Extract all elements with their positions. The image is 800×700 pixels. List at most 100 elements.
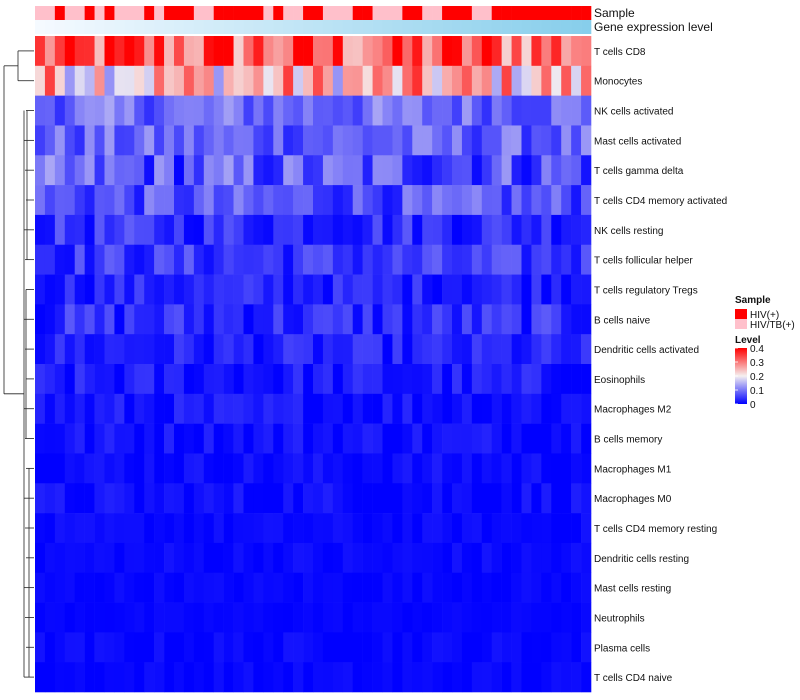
heatmap-cell — [581, 602, 592, 633]
heatmap-cell — [144, 36, 155, 67]
heatmap-cell — [74, 65, 85, 96]
heatmap-cell — [54, 662, 66, 693]
heatmap-cell — [571, 393, 582, 424]
heatmap-cell — [571, 483, 582, 514]
heatmap-cell — [372, 453, 383, 484]
heatmap-cell — [313, 423, 324, 454]
heatmap-cell — [144, 572, 155, 603]
heatmap-cell — [452, 513, 463, 544]
heatmap-cell — [471, 602, 483, 633]
sample-cell — [84, 6, 95, 20]
heatmap-cell — [263, 662, 274, 693]
heatmap-cell — [452, 304, 463, 335]
heatmap-cell — [561, 65, 572, 96]
heatmap-cell — [263, 364, 274, 395]
sample-cell — [203, 6, 215, 20]
heatmap-cell — [243, 364, 254, 395]
heatmap-cell — [193, 95, 205, 126]
heatmap-cell — [303, 155, 314, 186]
heatmap-cell — [372, 364, 383, 395]
heatmap-cell — [382, 632, 393, 663]
heatmap-cell — [154, 572, 165, 603]
heatmap-cell — [124, 483, 135, 514]
sample-cell — [501, 6, 512, 20]
heatmap-cell — [491, 155, 502, 186]
heatmap-cell — [382, 36, 393, 67]
heatmap-cell — [104, 364, 115, 395]
heatmap-cell — [442, 542, 453, 574]
gene-level-cell — [521, 20, 532, 34]
heatmap-cell — [104, 125, 115, 156]
heatmap-cell — [164, 95, 175, 126]
heatmap-cell — [283, 662, 294, 693]
heatmap-cell — [432, 453, 443, 484]
heatmap-cell — [154, 95, 165, 126]
heatmap-cell — [521, 364, 532, 395]
heatmap-cell — [54, 602, 66, 633]
heatmap-cell — [432, 393, 443, 424]
heatmap-cell — [213, 453, 224, 484]
heatmap-cell — [531, 214, 542, 246]
heatmap-cell — [471, 95, 483, 126]
heatmap-cell — [84, 155, 95, 186]
sample-cell — [322, 6, 334, 20]
heatmap-cell — [144, 393, 155, 424]
heatmap-cell — [313, 36, 324, 67]
heatmap-cell — [203, 244, 215, 275]
sample-cell — [442, 6, 453, 20]
gene-level-cell — [342, 20, 354, 34]
heatmap-cell — [283, 542, 294, 574]
heatmap-cell — [501, 662, 512, 693]
heatmap-cell — [243, 155, 254, 186]
sample-cell — [164, 6, 175, 20]
heatmap-cell — [243, 304, 254, 335]
heatmap-cell — [213, 155, 224, 186]
heatmap-cell — [471, 393, 483, 424]
heatmap-cell — [233, 423, 244, 454]
heatmap-cell — [392, 364, 403, 395]
heatmap-cell — [392, 572, 403, 603]
heatmap-cell — [392, 65, 403, 96]
heatmap-cell — [313, 125, 324, 156]
heatmap-cell — [372, 632, 383, 663]
heatmap-cell — [233, 65, 244, 96]
heatmap-cell — [362, 483, 373, 514]
heatmap-cell — [501, 65, 512, 96]
heatmap-cell — [521, 334, 532, 365]
heatmap-cell — [442, 214, 453, 246]
heatmap-cell — [412, 244, 423, 275]
heatmap-cell — [293, 602, 304, 633]
sample-annotation-bar — [35, 6, 592, 20]
heatmap-cell — [124, 513, 135, 544]
heatmap-cell — [203, 632, 215, 663]
heatmap-cell — [74, 364, 85, 395]
heatmap-cell — [491, 632, 502, 663]
heatmap-cell — [64, 572, 76, 603]
heatmap-cell — [54, 214, 66, 246]
heatmap-cell — [471, 65, 483, 96]
heatmap-cell — [551, 65, 562, 96]
heatmap-cell — [313, 632, 324, 663]
gene-level-cell — [273, 20, 284, 34]
row-label: B cells memory — [594, 435, 662, 446]
heatmap-cell — [561, 214, 572, 246]
heatmap-cell — [174, 65, 185, 96]
heatmap-cell — [243, 65, 254, 96]
heatmap-cell — [94, 572, 105, 603]
heatmap-cell — [362, 632, 373, 663]
gene-level-cell — [541, 20, 552, 34]
row-dendrogram — [3, 50, 34, 678]
heatmap-cell — [442, 572, 453, 603]
heatmap-cell — [213, 244, 224, 275]
heatmap-cell — [203, 274, 215, 305]
heatmap-cell — [223, 483, 234, 514]
heatmap-cell — [432, 185, 443, 216]
heatmap-cell — [64, 423, 76, 454]
heatmap-cell — [531, 483, 542, 514]
row-label: T cells follicular helper — [594, 256, 693, 267]
heatmap-cell — [491, 602, 502, 633]
heatmap-cell — [332, 185, 344, 216]
heatmap-cell — [332, 572, 344, 603]
heatmap-cell — [253, 483, 264, 514]
heatmap-cell — [491, 423, 502, 454]
